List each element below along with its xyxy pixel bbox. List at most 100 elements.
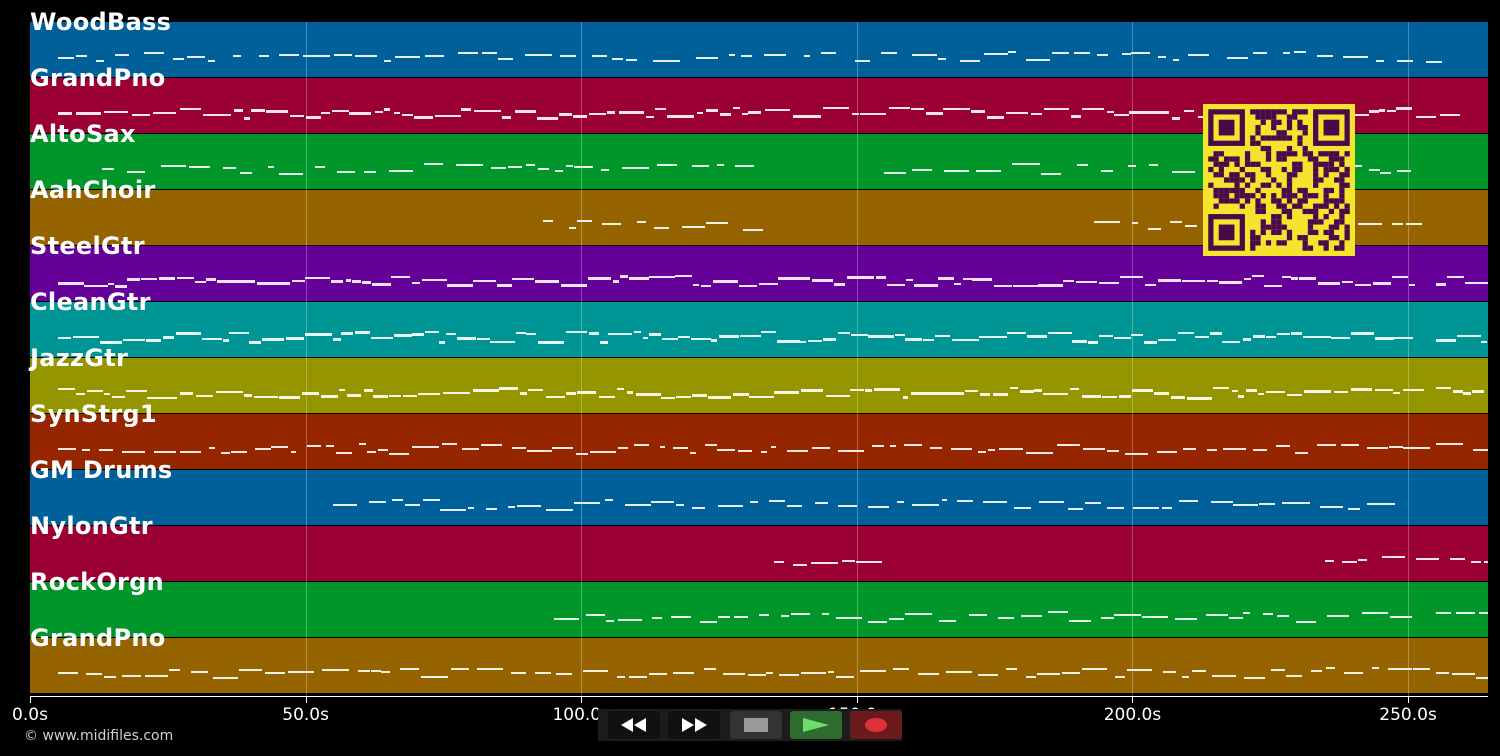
note	[1470, 560, 1482, 563]
note	[951, 447, 973, 450]
note	[675, 503, 684, 506]
note	[1101, 169, 1113, 172]
qr-code-icon[interactable]	[1203, 104, 1355, 256]
note	[371, 669, 381, 672]
note	[255, 447, 272, 450]
note	[86, 672, 102, 675]
axis-tick	[856, 696, 858, 703]
note	[1144, 284, 1157, 287]
note	[681, 225, 705, 228]
stop-button[interactable]	[730, 711, 782, 739]
note	[1277, 614, 1290, 617]
note	[1081, 668, 1108, 671]
note	[490, 340, 515, 343]
note	[331, 110, 349, 113]
note	[330, 280, 344, 284]
note	[1387, 109, 1396, 112]
note	[559, 55, 577, 58]
note	[574, 166, 593, 169]
note	[925, 112, 944, 116]
note	[1374, 337, 1394, 341]
note	[962, 277, 972, 280]
note	[811, 562, 838, 565]
note	[904, 444, 922, 447]
note	[717, 616, 731, 619]
axis-tick	[1132, 696, 1134, 703]
note	[1173, 58, 1180, 61]
note	[1044, 108, 1069, 111]
play-icon	[803, 718, 829, 732]
note	[774, 390, 800, 394]
note	[648, 673, 668, 676]
note	[1038, 284, 1063, 288]
track-lane[interactable]	[30, 358, 1488, 413]
track-lane[interactable]	[30, 638, 1488, 693]
record-button[interactable]	[850, 711, 902, 739]
note	[412, 332, 424, 336]
note	[1481, 340, 1488, 343]
fast-forward-button[interactable]	[668, 711, 720, 739]
note	[552, 446, 574, 449]
note	[722, 673, 746, 676]
note	[86, 390, 104, 393]
track-lane[interactable]	[30, 470, 1488, 525]
note	[1226, 57, 1249, 60]
note	[1262, 613, 1274, 616]
note	[354, 54, 378, 57]
note	[1266, 336, 1276, 339]
track-name: GM Drums	[30, 456, 173, 484]
note	[662, 338, 678, 341]
note	[970, 110, 986, 114]
note	[516, 504, 541, 507]
note	[1096, 53, 1108, 56]
note	[1126, 668, 1152, 671]
note	[1162, 670, 1177, 673]
note	[1119, 394, 1131, 398]
track-lane[interactable]	[30, 414, 1488, 469]
fast-forward-icon	[682, 718, 707, 732]
note	[847, 275, 875, 279]
note	[96, 59, 104, 62]
note	[649, 275, 675, 278]
note	[1106, 110, 1114, 113]
track-lane[interactable]	[30, 526, 1488, 581]
note	[860, 670, 886, 673]
note	[168, 668, 181, 671]
note	[1327, 615, 1350, 618]
note	[692, 393, 708, 397]
note	[351, 279, 361, 283]
note	[278, 172, 303, 175]
note	[516, 331, 526, 334]
axis-tick-label: 250.0s	[1379, 705, 1437, 725]
note	[395, 55, 421, 58]
note	[457, 52, 478, 55]
note	[1212, 675, 1236, 678]
rewind-button[interactable]	[608, 711, 660, 739]
note	[872, 444, 884, 447]
note	[555, 673, 573, 676]
track-lane[interactable]	[30, 302, 1488, 357]
note	[340, 331, 354, 335]
note	[1303, 390, 1332, 393]
note	[467, 507, 474, 510]
note	[976, 170, 1001, 173]
play-button[interactable]	[790, 711, 842, 739]
track-lane[interactable]	[30, 582, 1488, 637]
note	[122, 675, 141, 678]
note	[1387, 667, 1413, 670]
note	[125, 389, 148, 392]
note	[716, 449, 736, 451]
note	[292, 280, 306, 283]
note	[153, 450, 177, 453]
note	[57, 282, 84, 286]
note	[278, 53, 300, 56]
note	[1142, 616, 1168, 619]
note	[302, 55, 330, 58]
note	[937, 58, 947, 61]
note	[1270, 668, 1286, 671]
track-lane[interactable]	[30, 22, 1488, 77]
note	[1435, 282, 1446, 286]
note	[1440, 114, 1461, 117]
note	[424, 331, 439, 334]
note	[213, 676, 238, 679]
